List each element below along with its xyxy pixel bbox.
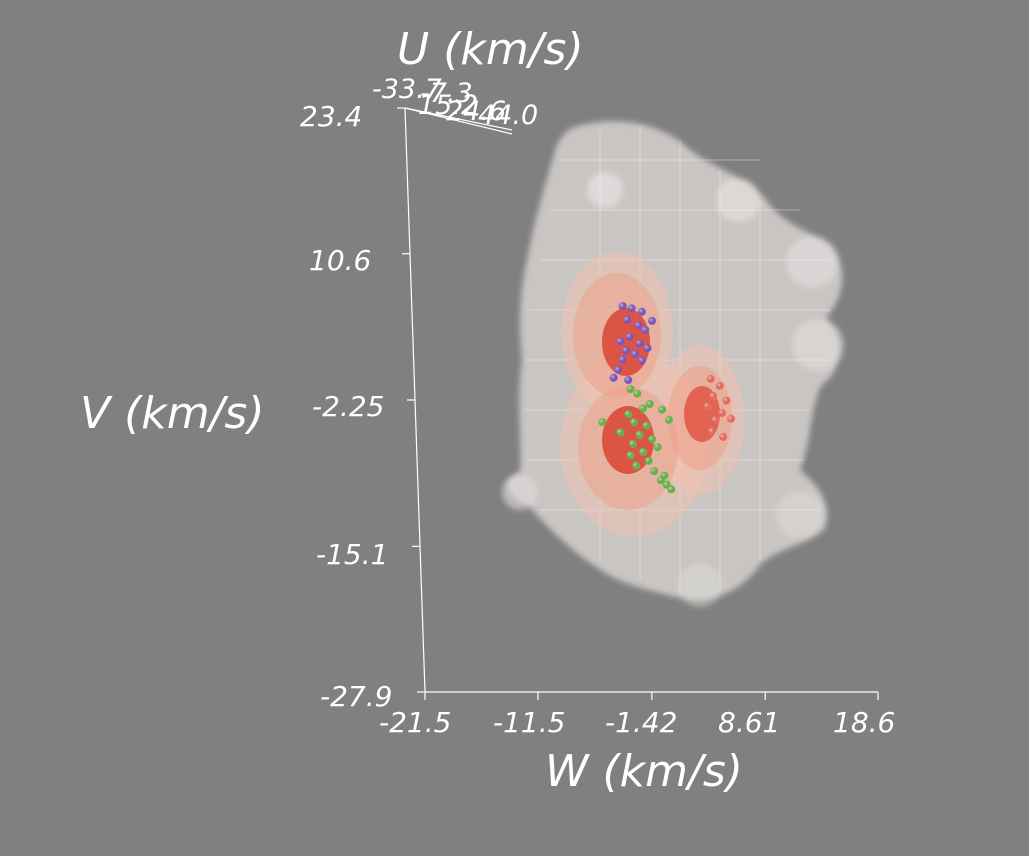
v-tick-label: -27.9 <box>320 680 393 713</box>
u-tick-label: 44.0 <box>478 100 539 131</box>
data-point-highlight <box>727 414 736 423</box>
data-point-highlight <box>718 409 727 418</box>
u-tick-label: 15.2 <box>418 90 479 121</box>
v-tick-label: -15.1 <box>316 538 389 571</box>
w-axis-title: W (km/s) <box>545 746 743 797</box>
data-point-highlight <box>635 339 644 348</box>
u-tick-label: -7.3 <box>420 78 473 109</box>
data-point-highlight <box>637 356 646 365</box>
data-point-highlight <box>628 439 637 448</box>
w-tick-label: -11.5 <box>493 706 566 739</box>
data-point-highlight <box>630 418 638 427</box>
data-point-highlight <box>703 402 712 411</box>
data-point-highlight <box>622 346 631 355</box>
u-axis-title: U (km/s) <box>397 24 584 75</box>
data-point-highlight <box>648 316 657 325</box>
u-axis-line <box>404 107 513 135</box>
data-point-highlight <box>658 405 667 414</box>
data-point-highlight <box>715 381 724 390</box>
data-point-highlight <box>616 428 625 437</box>
data-point-highlight <box>623 315 632 324</box>
data-point-highlight <box>614 365 623 374</box>
data-point-highlight <box>650 467 659 476</box>
data-point-highlight <box>706 374 715 383</box>
v-axis-title: V (km/s) <box>80 388 265 439</box>
data-point-highlight <box>616 337 625 346</box>
v-tick-label: -2.25 <box>312 390 385 423</box>
data-point-highlight <box>624 410 633 419</box>
u-tick-label: -33.7 <box>372 74 442 105</box>
data-point-highlight <box>707 427 716 436</box>
data-point-highlight <box>618 302 627 311</box>
data-point-highlight <box>624 376 633 385</box>
data-point-highlight <box>719 433 728 441</box>
data-point-highlight <box>643 344 652 353</box>
data-point-highlight <box>667 485 676 494</box>
data-point-highlight <box>631 349 640 358</box>
data-point-highlight <box>642 421 651 430</box>
data-point-highlight <box>633 389 642 398</box>
data-point-highlight <box>639 447 647 456</box>
data-point-highlight <box>711 415 720 424</box>
data-point-highlight <box>618 355 627 364</box>
data-point-highlight <box>609 373 618 382</box>
v-tick-label: 10.6 <box>309 244 372 277</box>
data-point-highlight <box>625 332 634 341</box>
data-point-highlight <box>644 456 653 465</box>
data-point-highlight <box>634 321 643 330</box>
data-point-highlight <box>722 396 731 405</box>
data-point-highlight <box>709 392 718 400</box>
scatter-points <box>598 302 736 494</box>
u-tick-label: 24.6 <box>446 96 507 127</box>
data-point-highlight <box>626 385 635 394</box>
w-tick-label: 18.6 <box>833 706 896 739</box>
data-point-highlight <box>641 326 650 334</box>
data-point-highlight <box>639 404 647 413</box>
v-tick-label: 23.4 <box>300 100 363 133</box>
data-point-highlight <box>648 435 657 444</box>
data-point-highlight <box>598 418 607 427</box>
w-tick-label: -1.42 <box>605 706 678 739</box>
data-point-highlight <box>653 443 662 452</box>
data-point-highlight <box>632 461 641 470</box>
w-tick-label: 8.61 <box>718 706 781 739</box>
data-point-highlight <box>665 415 673 424</box>
data-point-highlight <box>637 307 646 316</box>
w-tick-label: -21.5 <box>379 706 452 739</box>
data-point-highlight <box>635 430 644 439</box>
data-point-highlight <box>627 304 636 313</box>
axis-ticks <box>397 107 879 700</box>
data-point-highlight <box>657 476 666 485</box>
data-point-highlight <box>645 400 654 408</box>
data-point-highlight <box>626 451 635 460</box>
